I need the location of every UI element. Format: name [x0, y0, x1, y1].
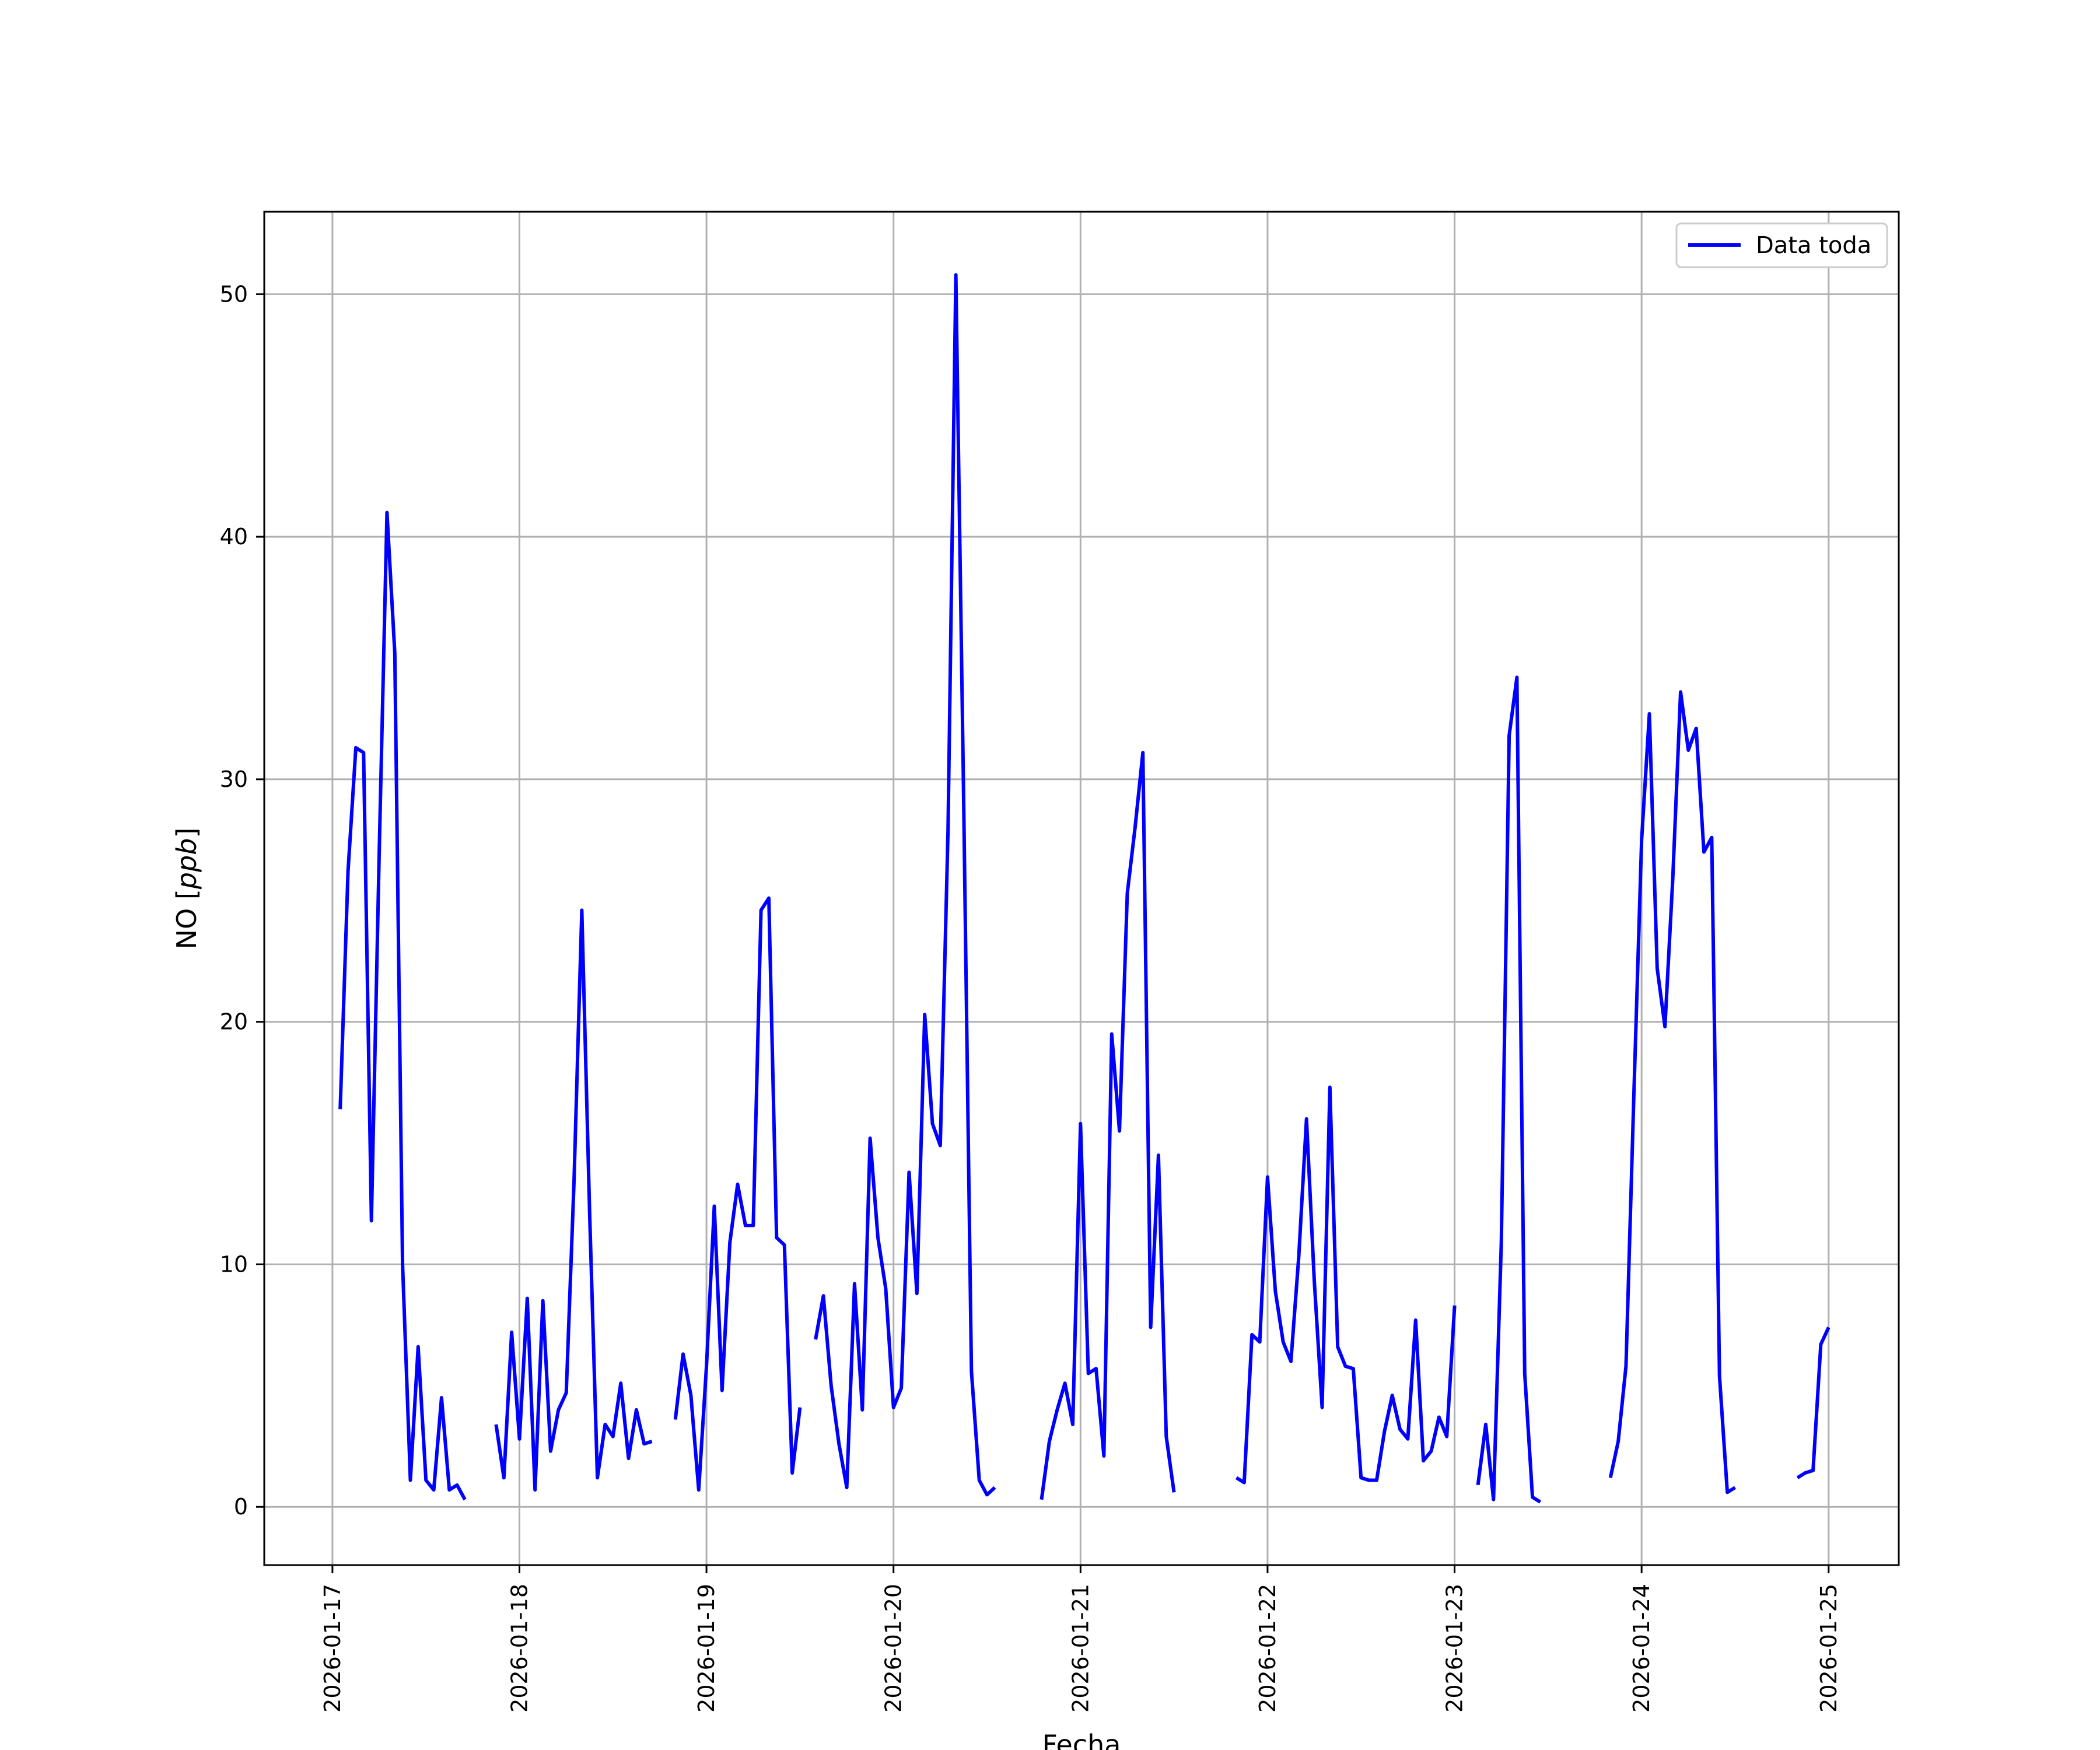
data-lines	[338, 273, 1831, 1504]
grid	[264, 212, 1899, 1565]
legend-box	[1675, 222, 1888, 268]
y-tick-label: 20	[220, 1009, 248, 1035]
series-line-segment-4	[814, 273, 996, 1497]
x-axis: 2026-01-17 2026-01-18 2026-01-19 2026-01-20…	[320, 1565, 1842, 1713]
x-tick-label: 2026-01-23	[1442, 1584, 1468, 1713]
y-tick-label: 30	[220, 766, 248, 792]
x-tick-label: 2026-01-24	[1629, 1584, 1654, 1713]
y-axis-label: NO [ppb]	[171, 828, 202, 950]
x-tick-label: 2026-01-20	[881, 1584, 907, 1713]
legend: Data toda	[1675, 222, 1888, 268]
series-line-segment-5	[1040, 751, 1176, 1500]
series-line-segment-6	[1235, 1085, 1457, 1485]
y-tick-label: 10	[220, 1251, 248, 1277]
series-line-segment-8	[1608, 690, 1737, 1494]
legend-entry-data-toda: Data toda	[1756, 232, 1871, 259]
series-line-segment-7	[1476, 676, 1542, 1504]
series-line-segment-3	[673, 896, 802, 1492]
y-tick-label: 50	[220, 281, 248, 307]
x-tick-label: 2026-01-17	[320, 1584, 345, 1713]
x-tick-label: 2026-01-22	[1255, 1584, 1280, 1713]
y-tick-label: 0	[234, 1494, 248, 1520]
series-line-segment-2	[494, 908, 653, 1492]
plot-frame	[263, 211, 1900, 1566]
series-line-segment-1	[338, 510, 467, 1501]
series-line-segment-9	[1796, 1326, 1831, 1479]
x-axis-label: Fecha	[1042, 1729, 1121, 1750]
x-tick-label: 2026-01-25	[1816, 1584, 1842, 1713]
x-tick-label: 2026-01-18	[506, 1584, 532, 1713]
x-tick-label: 2026-01-19	[694, 1584, 719, 1713]
y-tick-label: 40	[220, 524, 248, 550]
y-axis: 0 10 20 30 40 50	[220, 281, 264, 1520]
x-tick-label: 2026-01-21	[1068, 1584, 1093, 1713]
